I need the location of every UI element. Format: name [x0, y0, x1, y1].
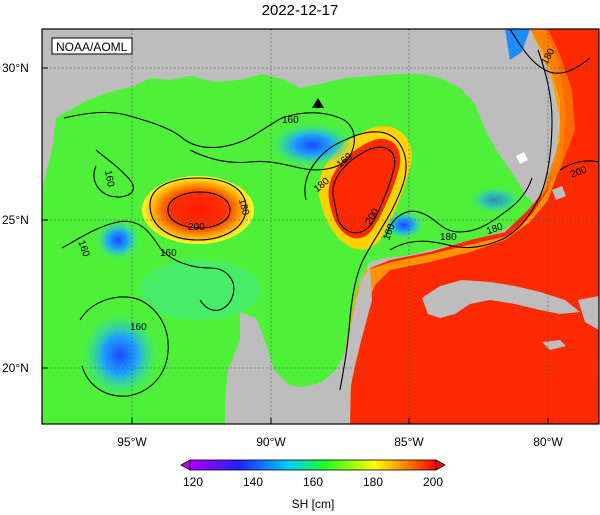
lat-label-20n: 20°N: [2, 361, 29, 375]
lon-label-95w: 95°W: [117, 435, 147, 449]
lat-label-25n: 25°N: [2, 213, 29, 227]
lon-label-90w: 90°W: [256, 435, 286, 449]
map-frame: [41, 28, 600, 425]
contour-160-east: [385, 177, 533, 237]
atlantic-blue-corner: [505, 29, 530, 60]
contour-160-nw: [93, 149, 134, 198]
contour-200-west-eddy: [167, 191, 231, 229]
atlantic-orange: [505, 29, 575, 200]
mid-sh-west: [140, 260, 260, 320]
contour-label: 160: [282, 115, 299, 126]
contour-label: 200: [188, 222, 205, 233]
low-sh-east: [384, 211, 424, 239]
contour-160-sw: [79, 296, 169, 397]
contour-180-west-eddy: [149, 177, 247, 241]
axis-ticks: [42, 67, 549, 424]
colorbar-left-arrow: [180, 459, 191, 471]
gulf-water: [42, 74, 535, 424]
contour-180-atlantic: [509, 29, 591, 74]
contour-160-north: [63, 111, 355, 171]
cuba-land: [422, 280, 580, 318]
lon-label-80w: 80°W: [533, 435, 563, 449]
low-sh-southwest: [82, 313, 158, 397]
contour-180-east: [389, 49, 553, 251]
contour-200-atlantic: [559, 160, 599, 171]
graticule: [42, 29, 599, 424]
low-sh-west: [96, 220, 140, 260]
lake-okeechobee: [516, 152, 528, 164]
lat-label-30n: 30°N: [2, 61, 29, 75]
contour-label: 180: [440, 232, 457, 243]
bahamas-land: [552, 186, 566, 200]
contour-lines: [61, 29, 599, 397]
station-marker-icon: [312, 98, 324, 108]
colorbar-right-arrow: [435, 459, 446, 471]
colorbar-gradient: [189, 459, 437, 471]
contour-180-loop: [304, 131, 407, 391]
map-plot-area: 160 160 160 160 160 160 160 180 180 180 …: [42, 29, 599, 424]
low-sh-central: [270, 123, 354, 167]
contour-label: 180: [236, 198, 251, 217]
contour-200-loop: [332, 146, 396, 234]
contour-label: 160: [160, 248, 177, 259]
warm-eddy-west: [142, 176, 254, 244]
colorbar-tick: 120: [183, 475, 203, 489]
colorbar-tick: 180: [363, 475, 383, 489]
credit-text: NOAA/AOML: [56, 40, 128, 54]
hispaniola-land: [578, 296, 599, 330]
contour-160-west: [61, 220, 235, 311]
lon-label-85w: 85°W: [394, 435, 424, 449]
caribbean-water: [350, 29, 599, 424]
contour-label: 160: [102, 169, 116, 188]
low-sh-florida: [469, 186, 521, 214]
warm-eddy-east-core: [328, 138, 401, 239]
us-coast-land: [42, 29, 505, 150]
credit-box: [51, 37, 133, 55]
yucatan-land: [228, 268, 372, 424]
colorbar-tick: 200: [423, 475, 443, 489]
colorbar-label: SH [cm]: [292, 497, 335, 511]
map-title: 2022-12-17: [261, 2, 339, 19]
colorbar-tick: 140: [243, 475, 263, 489]
colorbar: 120 140 160 180 200 SH [cm]: [180, 459, 446, 511]
contour-label: 160: [130, 322, 147, 333]
colorbar-tick: 160: [303, 475, 323, 489]
